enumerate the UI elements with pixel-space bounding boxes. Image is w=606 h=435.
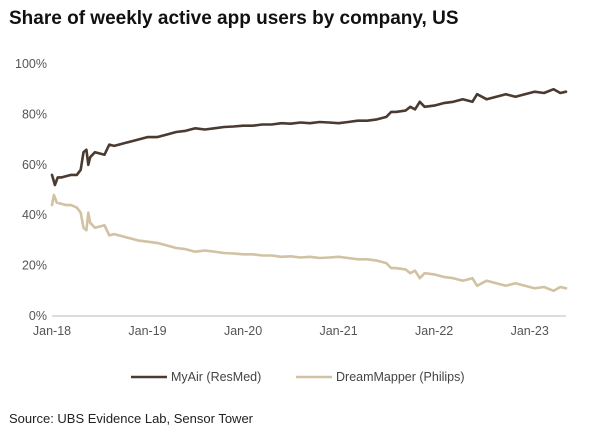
- x-tick-label: Jan-23: [511, 324, 549, 338]
- x-tick-label: Jan-22: [415, 324, 453, 338]
- y-tick-label: 0%: [29, 309, 47, 323]
- legend-label-2: DreamMapper (Philips): [336, 370, 465, 384]
- series-lines: [50, 87, 568, 293]
- legend: MyAir (ResMed) DreamMapper (Philips): [131, 370, 465, 384]
- x-axis-ticks: Jan-18 Jan-19 Jan-20 Jan-21 Jan-22 Jan-23: [33, 324, 549, 338]
- y-tick-label: 80%: [22, 107, 47, 121]
- source-note: Source: UBS Evidence Lab, Sensor Tower: [9, 411, 254, 426]
- x-tick-label: Jan-21: [319, 324, 357, 338]
- y-tick-label: 100%: [15, 57, 47, 71]
- y-tick-label: 40%: [22, 208, 47, 222]
- series-line-2: [50, 193, 568, 293]
- x-tick-label: Jan-19: [128, 324, 166, 338]
- y-tick-label: 60%: [22, 158, 47, 172]
- series-line-1: [50, 87, 568, 187]
- y-axis-ticks: 0% 20% 40% 60% 80% 100%: [15, 57, 47, 323]
- x-tick-label: Jan-18: [33, 324, 71, 338]
- chart-title: Share of weekly active app users by comp…: [9, 8, 459, 29]
- legend-label-1: MyAir (ResMed): [171, 370, 261, 384]
- x-tick-label: Jan-20: [224, 324, 262, 338]
- y-tick-label: 20%: [22, 259, 47, 273]
